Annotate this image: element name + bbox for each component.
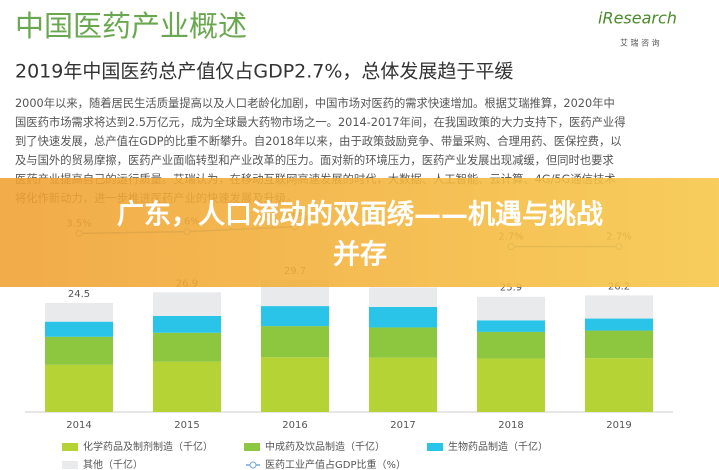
bar-segment bbox=[477, 331, 545, 359]
brand: iResearch bbox=[598, 9, 677, 28]
bar-segment bbox=[369, 287, 437, 307]
total-label: 24.5 bbox=[68, 289, 90, 300]
bar-segment bbox=[369, 306, 437, 328]
bar-segment bbox=[45, 336, 113, 365]
bar-segment bbox=[477, 358, 545, 412]
bar-segment bbox=[261, 357, 329, 412]
legend-label: 医药工业产值占GDP比重（%） bbox=[265, 458, 406, 470]
paragraph-line: 2000年以来，随着居民生活质量提高以及人口老龄化加剧，中国市场对医药的需求快速… bbox=[15, 96, 615, 110]
legend-swatch bbox=[244, 443, 260, 451]
paragraph-line: 国医药市场需求将达到2.5万亿元，成为全球最大药物市场之一。2014-2017年… bbox=[15, 115, 626, 129]
subtitle: 2019年中国医药总产值仅占GDP2.7%，总体发展趋于平缓 bbox=[15, 61, 513, 83]
legend-label: 化学药品及制剂制造（千亿） bbox=[83, 440, 213, 453]
legend-marker bbox=[249, 461, 257, 469]
x-tick-label: 2018 bbox=[498, 420, 523, 431]
bar-segment bbox=[585, 295, 653, 319]
bar-segment bbox=[153, 361, 221, 412]
bar-segment bbox=[153, 332, 221, 362]
bar-segment bbox=[477, 320, 545, 332]
legend-swatch bbox=[62, 443, 78, 451]
x-tick-label: 2015 bbox=[174, 420, 199, 431]
bar-segment bbox=[261, 306, 329, 327]
bar-segment bbox=[369, 327, 437, 358]
bar-segment bbox=[45, 364, 113, 412]
legend-swatch bbox=[62, 461, 78, 469]
bar-segment bbox=[261, 326, 329, 358]
bar-segment bbox=[585, 318, 653, 331]
x-tick-label: 2019 bbox=[606, 420, 631, 431]
banner-line: 广东，人口流动的双面绣——机遇与挑战 bbox=[117, 199, 603, 231]
bar-segment bbox=[585, 358, 653, 412]
legend-label: 其他（千亿） bbox=[83, 458, 143, 470]
title: 中国医药产业概述 bbox=[15, 9, 247, 43]
x-tick-label: 2014 bbox=[66, 420, 91, 431]
paragraph-line: 及与国外的贸易摩擦，医药产业面临转型和产业改革的压力。面对新的环境压力，医药产业… bbox=[15, 153, 614, 167]
paragraph-line: 到了快速发展，总产值在GDP的比重不断攀升。自2018年以来，由于政策鼓励竞争、… bbox=[15, 134, 622, 148]
brand-sub: 艾 瑞 咨 询 bbox=[620, 38, 660, 48]
bar-segment bbox=[585, 330, 653, 359]
bar-segment bbox=[153, 292, 221, 316]
banner-bg bbox=[0, 178, 719, 287]
bar-segment bbox=[45, 321, 113, 337]
bar-segment bbox=[369, 357, 437, 412]
total-label: 25.9 bbox=[500, 283, 522, 294]
x-tick-label: 2016 bbox=[282, 420, 307, 431]
bar-segment bbox=[153, 315, 221, 333]
legend-swatch bbox=[427, 443, 443, 451]
banner-line: 并存 bbox=[333, 239, 387, 271]
x-tick-label: 2017 bbox=[390, 420, 415, 431]
bar-segment bbox=[477, 296, 545, 321]
bar-segment bbox=[45, 302, 113, 322]
legend-label: 中成药及饮品制造（千亿） bbox=[265, 440, 385, 453]
legend-label: 生物药品制造（千亿） bbox=[448, 440, 548, 453]
